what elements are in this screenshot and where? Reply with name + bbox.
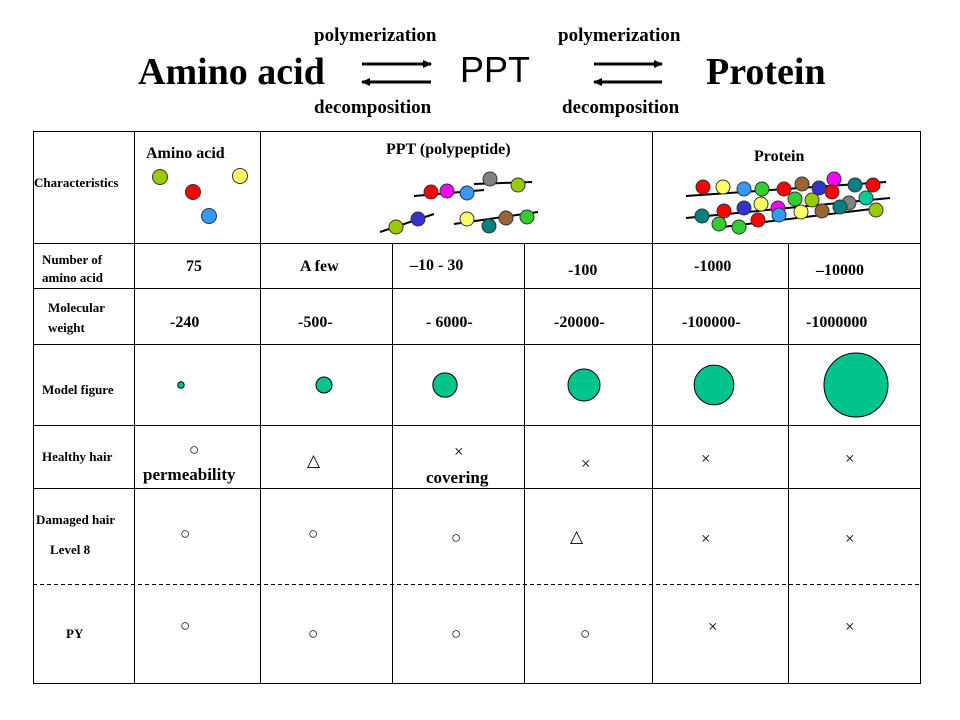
model-circle-ppt-small [432,372,458,398]
weight-cell-ppt-few: -500- [298,314,333,331]
weight-cell-ppt-small: - 6000- [426,314,473,331]
healthy-note-covering: covering [426,468,489,487]
number-cell-ppt-few: A few [300,258,339,275]
damaged-cell-ppt-large: △ [570,527,584,546]
number-cell-ppt-large: -100 [568,262,598,279]
reaction-amino-acid: Amino acid [138,51,325,93]
damaged-cell-ppt-few: ○ [308,524,319,543]
healthy-cell-ppt-few: △ [307,451,321,470]
polymerization-label-2: polymerization [558,25,681,46]
healthy-cell-ppt-large: × [581,454,591,473]
equilibrium-arrow-1 [361,60,432,86]
model-figure-circles [177,352,889,418]
damaged-cell-protein-large: × [845,529,855,548]
header-ppt-polypeptide: PPT (polypeptide) [386,141,511,158]
row-label-damaged-hair-line2: Level 8 [50,542,91,557]
py-cell-protein-small: × [708,617,718,636]
amino-acid-molecules-icon [152,168,248,224]
py-cell-ppt-large: ○ [580,624,591,643]
row-label-py: PY [66,626,84,641]
weight-cell-protein-small: -100000- [682,314,741,331]
row-label-molecular-weight-line2: weight [48,320,85,335]
healthy-cell-amino-acid: ○ [189,440,200,459]
equilibrium-arrow-2 [593,60,663,86]
protein-chains-icon [685,171,891,235]
model-circle-protein-small [693,364,735,406]
decomposition-label-2: decomposition [562,97,680,118]
header-amino-acid: Amino acid [146,145,225,162]
healthy-cell-protein-small: × [701,449,711,468]
polymerization-label-1: polymerization [314,25,437,46]
row-label-molecular-weight-line1: Molecular [48,300,106,315]
reaction-ppt: PPT [460,49,531,90]
number-cell-protein-small: -1000 [694,258,732,275]
weight-cell-protein-large: -1000000 [806,314,868,331]
number-cell-ppt-small: –10 - 30 [410,257,464,274]
number-cell-amino-acid: 75 [186,258,202,275]
healthy-cell-ppt-small: × [454,442,464,461]
model-circle-protein-large [823,352,889,418]
row-label-damaged-hair-line1: Damaged hair [36,512,116,527]
damaged-cell-ppt-small: ○ [451,528,462,547]
table-grid [33,131,921,684]
healthy-cell-protein-large: × [845,449,855,468]
model-circle-ppt-few [315,376,333,394]
healthy-note-permeability: permeability [143,465,236,484]
reaction-protein: Protein [706,51,826,93]
row-label-model-figure: Model figure [42,382,114,397]
py-cell-amino-acid: ○ [180,616,191,635]
decomposition-label-1: decomposition [314,97,432,118]
weight-cell-ppt-large: -20000- [554,314,605,331]
damaged-cell-protein-small: × [701,529,711,548]
damaged-cell-amino-acid: ○ [180,524,191,543]
model-circle-amino-acid [177,381,185,389]
row-label-number-of-amino-acid-line2: amino acid [42,270,104,285]
py-cell-protein-large: × [845,617,855,636]
header-protein: Protein [754,148,805,165]
polypeptide-chains-icon [379,171,539,235]
row-label-number-of-amino-acid-line1: Number of [42,252,103,267]
row-label-healthy-hair: Healthy hair [42,449,113,464]
py-cell-ppt-small: ○ [451,624,462,643]
row-label-characteristics: Characteristics [34,175,119,190]
py-cell-ppt-few: ○ [308,624,319,643]
number-cell-protein-large: –10000 [816,262,864,279]
weight-cell-amino-acid: -240 [170,314,200,331]
model-circle-ppt-large [567,368,601,402]
